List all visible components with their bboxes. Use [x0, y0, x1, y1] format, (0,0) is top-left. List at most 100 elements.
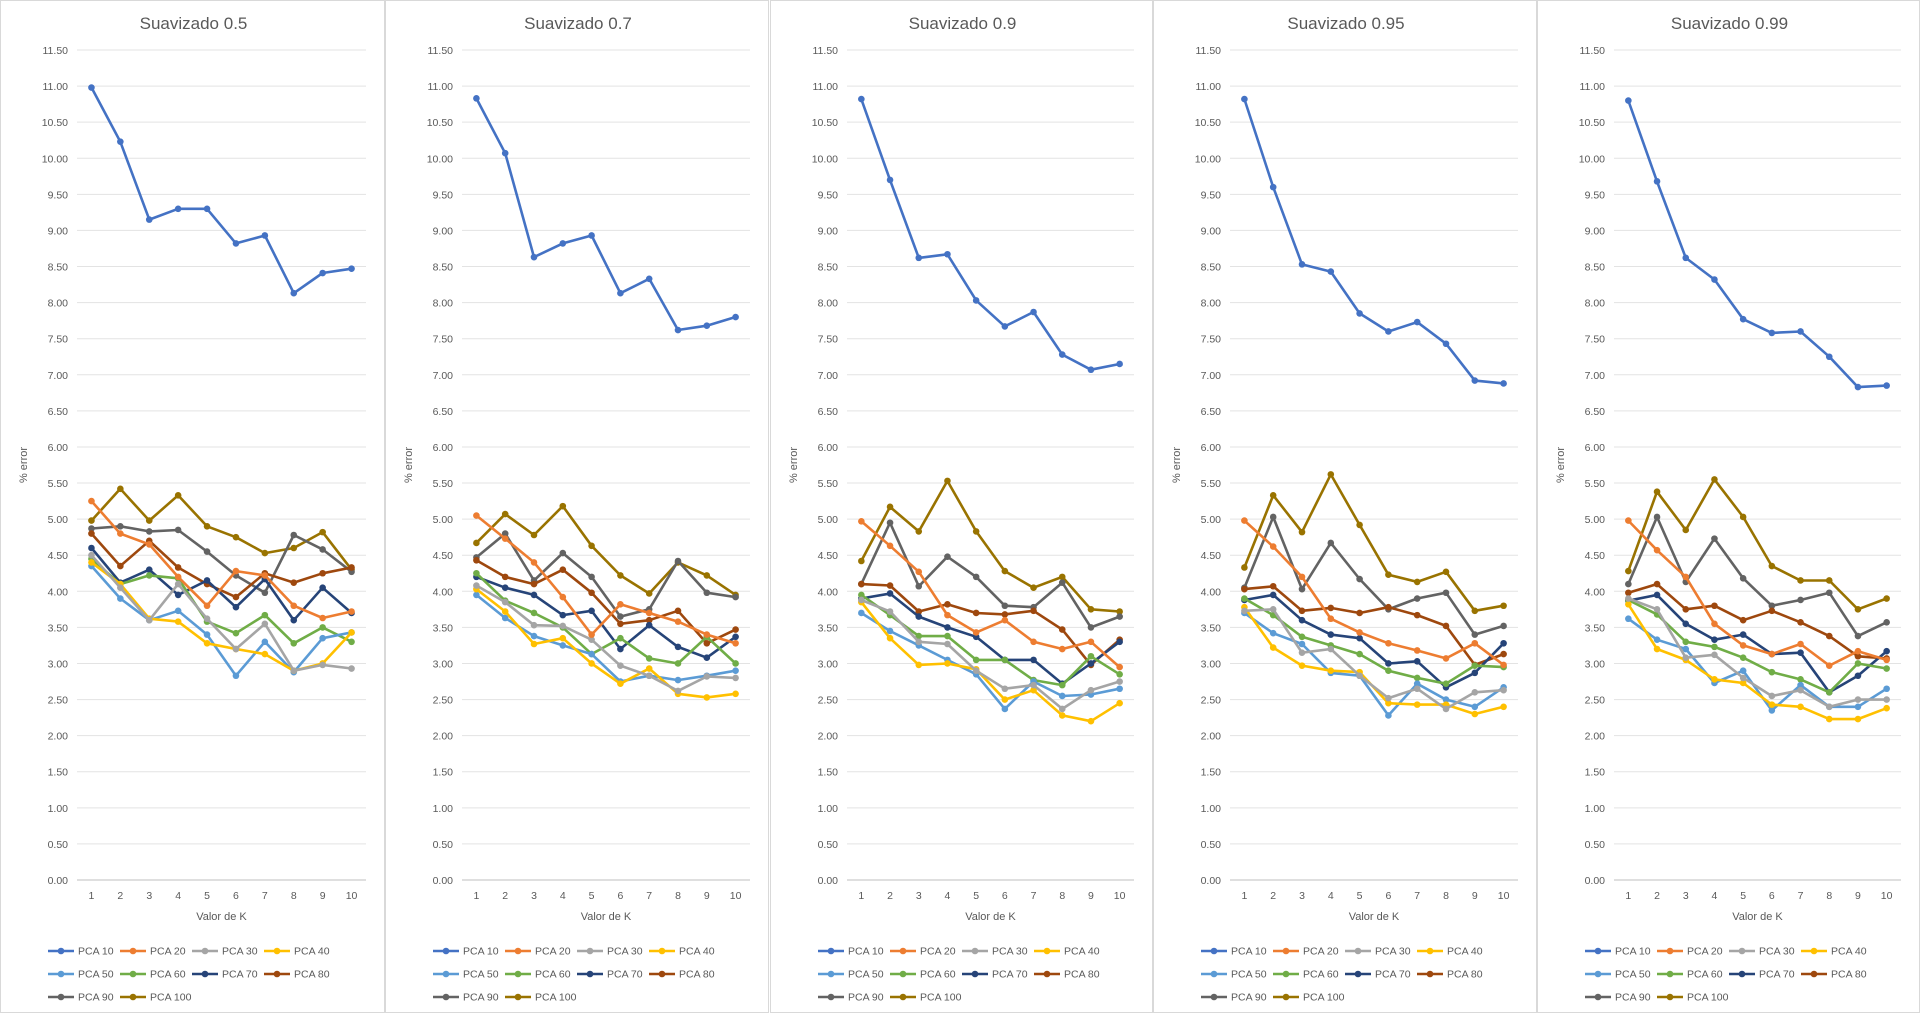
- y-tick-label: 7.50: [1585, 334, 1606, 346]
- x-tick-label: 6: [1385, 890, 1391, 902]
- data-point-pca-30: [174, 580, 182, 588]
- data-point-pca-100: [1825, 577, 1833, 584]
- data-point-pca-100: [1653, 488, 1661, 496]
- data-point-pca-90: [1797, 596, 1804, 604]
- legend-swatch-marker: [201, 947, 209, 955]
- legend-item-pca-20: PCA 20: [1657, 946, 1723, 958]
- legend-item-pca-50: PCA 50: [1585, 969, 1651, 981]
- x-tick-label: 9: [1472, 890, 1478, 902]
- data-point-pca-50: [203, 631, 211, 638]
- y-tick-label: 2.50: [1585, 695, 1606, 707]
- data-point-pca-30: [559, 622, 567, 630]
- data-point-pca-30: [473, 582, 480, 589]
- y-tick-label: 1.50: [1201, 767, 1222, 779]
- data-point-pca-20: [501, 535, 509, 542]
- y-tick-label: 4.50: [48, 550, 69, 562]
- data-point-pca-100: [1241, 564, 1248, 571]
- y-tick-label: 11.50: [813, 45, 839, 57]
- data-point-pca-50: [1413, 680, 1421, 687]
- data-point-pca-40: [703, 694, 711, 701]
- data-point-pca-40: [588, 660, 595, 667]
- data-point-pca-90: [1739, 575, 1747, 582]
- y-tick-label: 4.50: [818, 550, 839, 562]
- series-pca-30: [1241, 606, 1507, 713]
- data-point-pca-10: [1682, 254, 1690, 262]
- series-line-pca-100: [860, 479, 1121, 613]
- data-point-pca-50: [319, 634, 326, 642]
- series-group: [88, 84, 355, 680]
- data-point-pca-70: [290, 616, 298, 624]
- legend-item-pca-40: PCA 40: [1034, 946, 1100, 958]
- series-line-pca-10: [475, 97, 737, 332]
- data-point-pca-80: [1269, 582, 1277, 590]
- y-tick-label: 5.00: [818, 514, 839, 526]
- series-pca-100: [858, 477, 1123, 615]
- chart-title: Suavizado 0.9: [909, 14, 1017, 33]
- data-point-pca-40: [1385, 699, 1392, 707]
- y-tick-label: 8.50: [48, 262, 69, 274]
- y-tick-label: 10.00: [812, 153, 838, 165]
- data-point-pca-10: [473, 95, 480, 102]
- x-tick-label: 3: [146, 890, 152, 902]
- y-tick-label: 10.00: [1195, 153, 1221, 165]
- legend-label: PCA 60: [1303, 969, 1339, 981]
- y-tick-label: 6.00: [1201, 442, 1222, 454]
- data-point-pca-40: [1471, 710, 1479, 718]
- data-point-pca-70: [732, 633, 739, 641]
- y-tick-label: 5.00: [433, 514, 454, 526]
- series-line-pca-30: [90, 553, 353, 673]
- series-line-pca-90: [1627, 515, 1888, 638]
- data-point-pca-40: [1058, 712, 1066, 719]
- data-point-pca-10: [1825, 353, 1833, 361]
- series-line-pca-30: [475, 584, 737, 693]
- legend-item-pca-70: PCA 70: [1345, 969, 1411, 981]
- legend-label: PCA 20: [1687, 946, 1723, 958]
- data-point-pca-30: [858, 596, 865, 604]
- legend-item-pca-100: PCA 100: [1273, 992, 1345, 1004]
- y-tick-label: 6.00: [433, 442, 454, 454]
- data-point-pca-100: [1087, 606, 1095, 613]
- data-point-pca-90: [944, 553, 951, 560]
- x-tick-label: 9: [704, 890, 710, 902]
- x-tick-label: 3: [1299, 890, 1305, 902]
- data-point-pca-20: [1825, 662, 1833, 669]
- series-line-pca-60: [90, 557, 353, 645]
- data-point-pca-70: [174, 591, 182, 599]
- x-tick-label: 6: [1002, 890, 1008, 902]
- data-point-pca-20: [530, 559, 538, 566]
- data-point-pca-20: [915, 568, 923, 576]
- legend-swatch-marker: [1043, 947, 1051, 955]
- series-line-pca-10: [90, 86, 353, 295]
- data-point-pca-20: [1058, 645, 1066, 653]
- series-line-pca-30: [860, 598, 1121, 711]
- y-tick-label: 0.00: [48, 875, 69, 887]
- legend-item-pca-40: PCA 40: [1801, 946, 1867, 958]
- chart-panel-5: Suavizado 0.99 0.00 0.50 1.00 1.50 2.00 2.50 3.…: [1537, 0, 1920, 1013]
- data-point-pca-30: [1298, 649, 1306, 656]
- y-tick-label: 8.50: [433, 262, 454, 274]
- legend-item-pca-80: PCA 80: [1417, 969, 1483, 981]
- data-point-pca-20: [1797, 640, 1804, 648]
- x-tick-label: 1: [1241, 890, 1247, 902]
- legend-label: PCA 40: [1831, 946, 1867, 958]
- data-point-pca-100: [1413, 578, 1421, 586]
- x-tick-label: 1: [473, 890, 479, 902]
- legend-item-pca-100: PCA 100: [120, 992, 192, 1004]
- y-tick-label: 1.50: [818, 767, 839, 779]
- series-pca-70: [473, 573, 739, 662]
- legend-swatch-marker: [1810, 970, 1818, 978]
- series-pca-100: [1625, 476, 1890, 613]
- y-tick-label: 8.00: [1201, 298, 1222, 310]
- legend-swatch-marker: [1666, 993, 1674, 1001]
- y-tick-label: 1.00: [818, 803, 839, 815]
- data-point-pca-20: [319, 614, 326, 622]
- y-tick-label: 11.50: [1196, 45, 1222, 57]
- y-tick-label: 11.50: [1580, 45, 1606, 57]
- x-axis-label: Valor de K: [196, 911, 247, 923]
- y-tick-label: 3.00: [818, 658, 839, 670]
- data-point-pca-30: [1116, 678, 1123, 685]
- series-group: [1625, 97, 1890, 723]
- y-tick-label: 0.50: [1201, 839, 1222, 851]
- data-point-pca-80: [617, 620, 624, 628]
- data-point-pca-70: [1500, 639, 1507, 647]
